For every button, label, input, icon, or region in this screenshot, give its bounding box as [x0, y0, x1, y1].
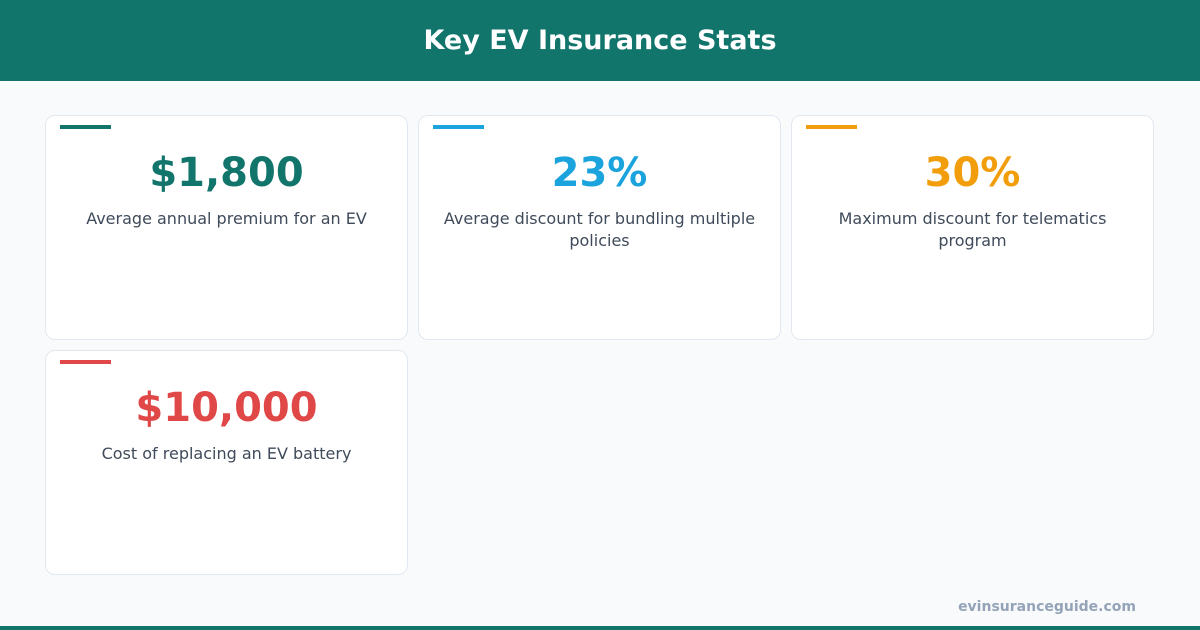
stat-value: 23% — [551, 150, 648, 196]
accent-bar — [433, 125, 484, 129]
stat-label: Average discount for bundling multiple p… — [443, 209, 756, 250]
stat-label: Average annual premium for an EV — [86, 209, 367, 228]
stat-card: $10,000 Cost of replacing an EV battery — [45, 350, 408, 575]
stat-card: 30% Maximum discount for telematics progr… — [791, 115, 1154, 340]
stat-label: Maximum discount for telematics program — [838, 209, 1107, 250]
title: Key EV Insurance Stats — [423, 25, 777, 56]
site-name: evinsuranceguide.com — [958, 599, 1136, 615]
bottom-bar — [0, 626, 1200, 630]
accent-bar — [60, 125, 111, 129]
header: Key EV Insurance Stats — [0, 0, 1200, 81]
stat-value: $1,800 — [149, 150, 304, 196]
stat-card: 23% Average discount for bundling multipl… — [418, 115, 781, 340]
stat-label: Cost of replacing an EV battery — [101, 444, 352, 463]
card-grid: $1,800 Average annual premium for an EV 23… — [45, 115, 1154, 575]
accent-bar — [60, 360, 111, 364]
stat-card: $1,800 Average annual premium for an EV — [45, 115, 408, 340]
accent-bar — [806, 125, 857, 129]
stat-value: $10,000 — [135, 385, 318, 431]
stat-value: 30% — [924, 150, 1021, 196]
